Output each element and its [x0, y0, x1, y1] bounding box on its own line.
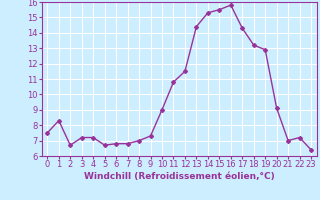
X-axis label: Windchill (Refroidissement éolien,°C): Windchill (Refroidissement éolien,°C): [84, 172, 275, 181]
